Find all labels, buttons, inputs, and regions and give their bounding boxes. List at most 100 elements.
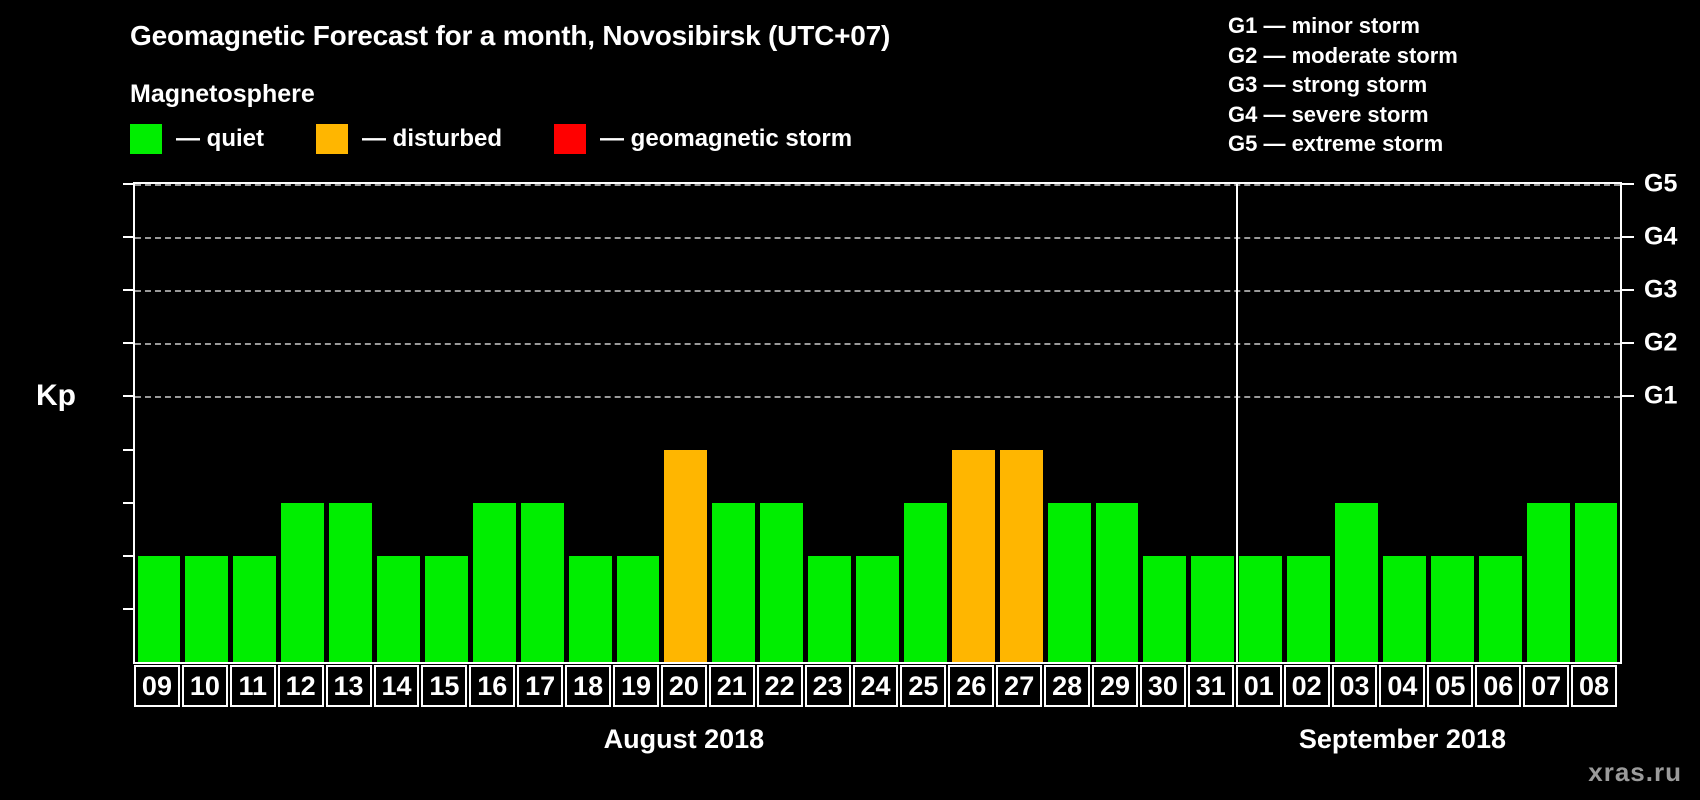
- day-label-02: 02: [1283, 665, 1330, 707]
- y-tick-mark-3: [123, 501, 135, 504]
- bar-day-11[interactable]: [233, 555, 277, 662]
- g-tick-label-G1: G1: [1644, 381, 1678, 410]
- day-label-17: 17: [517, 665, 564, 707]
- bar-day-30[interactable]: [1143, 555, 1187, 662]
- g-tick-label-G2: G2: [1644, 328, 1678, 357]
- bar-day-14[interactable]: [377, 555, 420, 662]
- bar-day-07[interactable]: [1526, 502, 1570, 662]
- g-scale-line-5: G5 — extreme storm: [1228, 131, 1444, 156]
- legend-label-quiet: — quiet: [176, 125, 264, 152]
- day-label-20: 20: [660, 665, 707, 707]
- bar-day-01[interactable]: [1239, 555, 1283, 662]
- legend-swatch-storm: [554, 124, 587, 154]
- day-label-28: 28: [1044, 665, 1091, 707]
- day-label-14: 14: [373, 665, 420, 707]
- day-label-09: 09: [134, 665, 180, 707]
- g-tick-label-G3: G3: [1644, 275, 1678, 304]
- y-tick-mark-5: [123, 395, 135, 398]
- magnetosphere-subtitle: Magnetosphere: [130, 80, 315, 108]
- bar-day-22[interactable]: [760, 502, 804, 662]
- bar-day-04[interactable]: [1382, 555, 1426, 662]
- bar-day-21[interactable]: [712, 502, 756, 662]
- bar-day-13[interactable]: [329, 502, 372, 662]
- color-legend: — quiet — disturbed — geomagnetic storm: [130, 124, 852, 154]
- legend-entry-quiet: — quiet: [130, 124, 264, 154]
- bar-day-06[interactable]: [1478, 555, 1522, 662]
- g-tick-mark-G2: [1622, 342, 1634, 345]
- bar-day-20[interactable]: [664, 449, 708, 662]
- g-scale-line-2: G2 — moderate storm: [1228, 42, 1458, 68]
- bar-day-18[interactable]: [568, 555, 612, 662]
- day-label-03: 03: [1331, 665, 1378, 707]
- legend-entry-disturbed: — disturbed: [316, 124, 502, 154]
- g-tick-mark-G4: [1622, 236, 1634, 239]
- legend-label-disturbed: — disturbed: [362, 125, 503, 152]
- plot-frame: [133, 182, 1622, 664]
- bar-day-16[interactable]: [472, 502, 516, 662]
- legend-swatch-quiet: [130, 124, 162, 154]
- page-title: Geomagnetic Forecast for a month, Novosi…: [130, 20, 891, 51]
- day-label-12: 12: [277, 665, 324, 707]
- bar-day-12[interactable]: [281, 502, 325, 662]
- y-tick-mark-8: [123, 236, 135, 239]
- bar-day-05[interactable]: [1430, 555, 1474, 662]
- gridline-kp-7: [135, 290, 1620, 293]
- bar-day-19[interactable]: [616, 555, 660, 662]
- gridline-kp-5: [135, 396, 1620, 399]
- day-label-10: 10: [181, 665, 228, 707]
- day-label-08: 08: [1571, 665, 1617, 707]
- day-label-21: 21: [708, 665, 755, 707]
- g-scale-legend: G1 — minor storm G2 — moderate storm G3 — …: [1228, 11, 1458, 159]
- day-label-27: 27: [996, 665, 1043, 707]
- g-tick-label-G4: G4: [1644, 222, 1678, 251]
- day-label-29: 29: [1092, 665, 1138, 707]
- bar-day-31[interactable]: [1191, 555, 1235, 662]
- day-label-19: 19: [613, 665, 659, 707]
- bar-day-09[interactable]: [137, 555, 181, 662]
- bar-day-02[interactable]: [1287, 555, 1331, 662]
- legend-label-storm: — geomagnetic storm: [600, 125, 853, 152]
- legend-swatch-disturbed: [316, 124, 348, 154]
- day-label-25: 25: [900, 665, 947, 707]
- y-tick-mark-9: [123, 183, 135, 185]
- g-scale-line-3: G3 — strong storm: [1228, 72, 1428, 97]
- y-tick-mark-1: [123, 607, 135, 610]
- bar-day-03[interactable]: [1335, 502, 1378, 662]
- bar-day-29[interactable]: [1095, 502, 1139, 662]
- plot-area: [135, 184, 1620, 662]
- day-label-23: 23: [804, 665, 851, 707]
- day-label-22: 22: [756, 665, 803, 707]
- day-label-13: 13: [325, 665, 372, 707]
- g-tick-mark-G5: [1622, 183, 1634, 185]
- bar-day-17[interactable]: [520, 502, 564, 662]
- bar-day-23[interactable]: [808, 555, 852, 662]
- bar-day-28[interactable]: [1047, 502, 1091, 662]
- y-tick-mark-4: [123, 448, 135, 451]
- y-axis-title: Kp: [36, 379, 76, 412]
- bar-day-25[interactable]: [903, 502, 947, 662]
- g-scale-line-1: G1 — minor storm: [1228, 13, 1420, 38]
- g-tick-mark-G1: [1622, 395, 1634, 398]
- g-scale-line-4: G4 — severe storm: [1228, 101, 1429, 127]
- bar-day-10[interactable]: [185, 555, 229, 662]
- day-label-31: 31: [1187, 665, 1234, 707]
- gridline-kp-8: [135, 237, 1620, 240]
- day-label-01: 01: [1235, 665, 1282, 707]
- month-label-0: August 2018: [603, 724, 765, 754]
- watermark: xras.ru: [1588, 757, 1682, 787]
- month-divider: [1235, 184, 1238, 662]
- y-tick-mark-7: [123, 289, 135, 292]
- y-tick-mark-2: [123, 554, 135, 557]
- day-label-16: 16: [469, 665, 516, 707]
- bar-day-26[interactable]: [951, 449, 995, 662]
- bar-day-08[interactable]: [1574, 502, 1618, 662]
- bar-day-27[interactable]: [999, 449, 1043, 662]
- day-label-24: 24: [852, 665, 899, 707]
- gridline-kp-6: [135, 343, 1620, 346]
- bar-day-24[interactable]: [856, 555, 899, 662]
- g-tick-label-G5: G5: [1644, 169, 1678, 198]
- day-label-18: 18: [565, 665, 612, 707]
- bar-day-15[interactable]: [424, 555, 468, 662]
- day-label-06: 06: [1475, 665, 1522, 707]
- day-label-26: 26: [948, 665, 995, 707]
